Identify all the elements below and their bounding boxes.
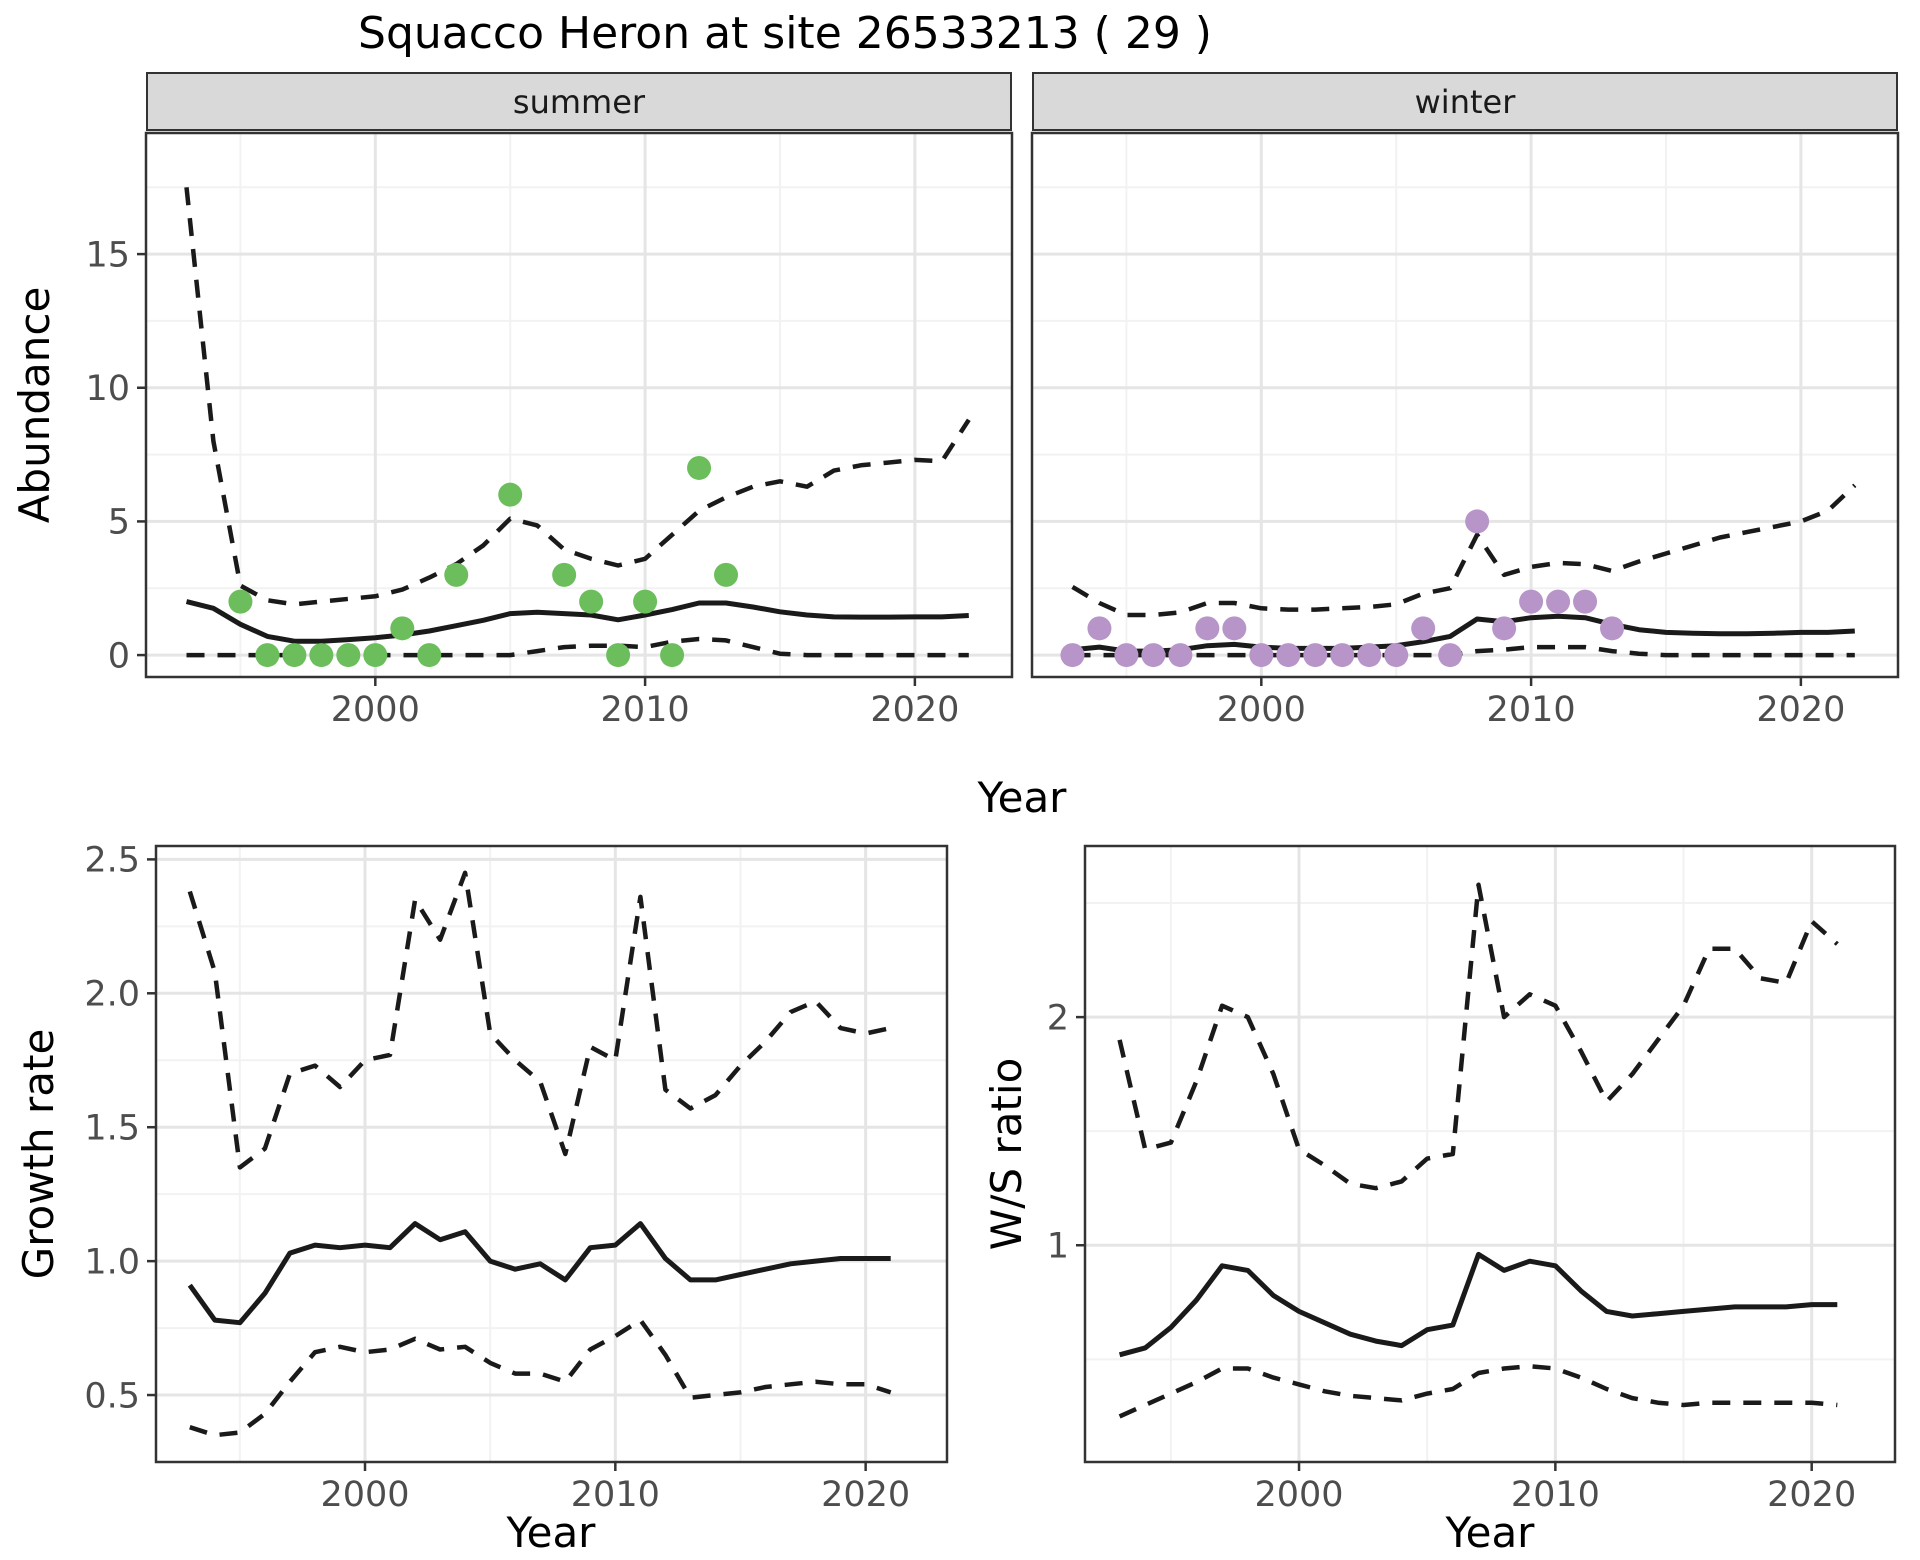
facet-strip-winter: winter [1032, 72, 1898, 131]
growth-rate-y-tick-label: 1.0 [84, 1242, 140, 1282]
ws-ratio-y-tick-label: 1 [1047, 1227, 1069, 1267]
abundance-winter-observation-point [1114, 643, 1139, 668]
abundance-winter-observation-point [1141, 643, 1166, 668]
abundance-summer-observation-point [660, 643, 685, 668]
ws-ratio-x-tick-label: 2000 [1254, 1475, 1343, 1515]
growth-rate-median-line [187, 1221, 891, 1326]
abundance-winter-upper-ci-line [1071, 483, 1857, 618]
abundance-summer-observation-point [255, 643, 280, 668]
ws-ratio-x-tick-label: 2020 [1767, 1475, 1856, 1515]
abundance-winter-x-tick-label: 2020 [1756, 690, 1845, 730]
growth-rate-upper-ci-line [187, 870, 892, 1170]
abundance-winter-x-tick-label: 2010 [1487, 690, 1576, 730]
abundance-winter-observation-point [1573, 589, 1598, 614]
abundance-summer-observation-point [579, 589, 604, 614]
growth-rate-x-tick-label: 2010 [571, 1475, 660, 1515]
abundance-summer-observation-point [309, 643, 334, 668]
ws-ratio-x-tick-label: 2010 [1511, 1475, 1600, 1515]
abundance-winter-observation-point [1546, 589, 1571, 614]
abundance-summer-y-tick-label: 0 [108, 636, 130, 676]
growth-rate-y-tick-label: 2.5 [84, 841, 140, 881]
abundance-summer-y-tick-label: 10 [85, 369, 130, 409]
abundance-summer-panel-border [144, 131, 1014, 679]
abundance-summer-upper-ci-line [184, 187, 971, 607]
ws-ratio-upper-ci-line [1117, 882, 1839, 1191]
abundance-summer-x-tick-label: 2000 [331, 690, 420, 730]
abundance-winter-observation-point [1465, 509, 1490, 534]
abundance-summer-observation-point [282, 643, 307, 668]
y-axis-title-abundance: Abundance [10, 286, 59, 524]
x-axis-title-year-ws: Year [1445, 1508, 1535, 1557]
abundance-winter-observation-point [1600, 616, 1625, 641]
abundance-summer-observation-point [498, 482, 523, 507]
abundance-summer-observation-point [363, 643, 388, 668]
growth-rate-x-tick-label: 2000 [320, 1475, 409, 1515]
abundance-summer-observation-point [336, 643, 361, 668]
x-axis-title-year-top: Year [977, 773, 1067, 822]
abundance-summer-observation-point [552, 562, 577, 587]
y-axis-title-growth-rate: Growth rate [14, 1028, 63, 1280]
growth-rate-y-tick-label: 1.5 [84, 1108, 140, 1148]
y-axis-title-ws-ratio: W/S ratio [982, 1057, 1031, 1251]
growth-rate-panel [156, 846, 947, 1462]
abundance-winter-lower-ci-line [1072, 644, 1855, 658]
abundance-winter-observation-point [1492, 616, 1517, 641]
abundance-winter-panel [1032, 133, 1898, 677]
abundance-summer-y-tick-label: 5 [108, 503, 130, 543]
abundance-summer-observation-point [714, 562, 739, 587]
ws-ratio-panel-border [1083, 844, 1897, 1464]
ws-ratio-lower-ci-line [1118, 1363, 1838, 1419]
abundance-winter-observation-point [1384, 643, 1409, 668]
abundance-winter-observation-point [1411, 616, 1436, 641]
abundance-winter-observation-point [1438, 643, 1463, 668]
plot-title: Squacco Heron at site 26533213 ( 29 ) [358, 8, 1212, 59]
growth-rate-y-tick-label: 0.5 [84, 1376, 140, 1416]
abundance-winter-observation-point [1087, 616, 1112, 641]
abundance-winter-observation-point [1276, 643, 1301, 668]
abundance-summer-x-tick-label: 2010 [601, 690, 690, 730]
abundance-winter-observation-point [1303, 643, 1328, 668]
abundance-summer-observation-point [390, 616, 415, 641]
abundance-summer-panel [146, 133, 1012, 677]
abundance-winter-observation-point [1195, 616, 1220, 641]
abundance-winter-observation-point [1168, 643, 1193, 668]
facet-strip-winter-label: winter [1414, 82, 1516, 121]
abundance-summer-observation-point [606, 643, 631, 668]
ws-ratio-panel [1085, 846, 1895, 1462]
abundance-summer-y-tick-label: 15 [85, 235, 130, 275]
abundance-summer-median-line [185, 599, 969, 644]
abundance-summer-observation-point [228, 589, 253, 614]
ws-ratio-median-line [1118, 1251, 1838, 1358]
abundance-winter-observation-point [1330, 643, 1355, 668]
abundance-winter-x-tick-label: 2000 [1217, 690, 1306, 730]
x-axis-title-year-growth: Year [506, 1508, 596, 1557]
abundance-summer-observation-point [633, 589, 658, 614]
abundance-winter-panel-border [1030, 131, 1900, 679]
ws-ratio-y-tick-label: 2 [1047, 998, 1069, 1038]
growth-rate-panel-border [154, 844, 949, 1464]
growth-rate-x-tick-label: 2020 [821, 1475, 910, 1515]
abundance-winter-median-line [1072, 613, 1855, 654]
facet-strip-summer: summer [146, 72, 1012, 131]
abundance-winter-observation-point [1249, 643, 1274, 668]
abundance-summer-observation-point [687, 455, 712, 480]
abundance-winter-observation-point [1357, 643, 1382, 668]
abundance-summer-observation-point [444, 562, 469, 587]
growth-rate-y-tick-label: 2.0 [84, 975, 140, 1015]
abundance-winter-observation-point [1519, 589, 1544, 614]
abundance-winter-observation-point [1222, 616, 1247, 641]
abundance-summer-observation-point [417, 643, 442, 668]
abundance-summer-x-tick-label: 2020 [870, 690, 959, 730]
abundance-winter-observation-point [1060, 643, 1085, 668]
facet-strip-summer-label: summer [512, 82, 646, 121]
